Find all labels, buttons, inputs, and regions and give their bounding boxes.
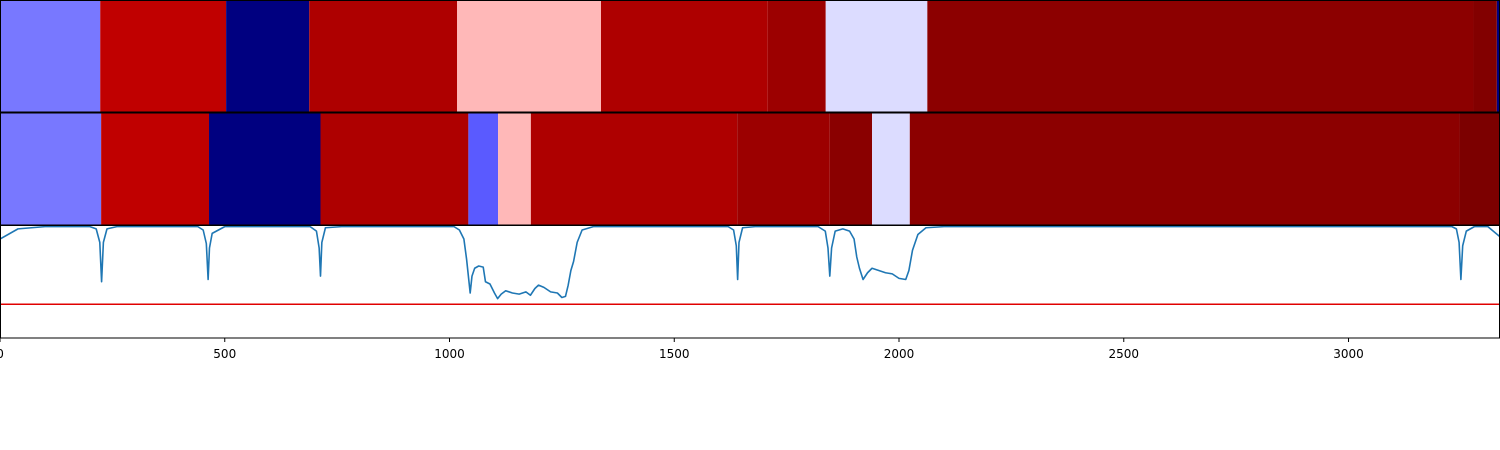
segment-2-8 — [829, 113, 873, 225]
segment-2-6 — [530, 113, 738, 225]
segment-1-1 — [100, 0, 227, 112]
x-tick-label-0: 0 — [0, 347, 4, 361]
segment-2-2 — [209, 113, 321, 225]
x-tick-label-6: 3000 — [1333, 347, 1364, 361]
segment-1-4 — [457, 0, 601, 112]
segment-2-11 — [1459, 113, 1500, 225]
segment-2-0 — [0, 113, 102, 225]
segment-1-8 — [927, 0, 1474, 112]
segment-2-3 — [320, 113, 469, 225]
x-axis: 0 500 1000 1500 2000 2500 3000 — [0, 338, 1364, 361]
segment-2-7 — [737, 113, 830, 225]
x-tick-label-5: 2500 — [1108, 347, 1139, 361]
segment-2-5 — [498, 113, 531, 225]
segment-1-6 — [767, 0, 826, 112]
segment-2-4 — [468, 113, 499, 225]
probability-line — [0, 225, 1500, 300]
segment-2-1 — [101, 113, 210, 225]
segmentation-track-2 — [0, 112, 1500, 226]
segment-1-5 — [600, 0, 768, 112]
segment-1-7 — [825, 0, 928, 112]
segment-1-0 — [0, 0, 101, 112]
x-tick-label-4: 2000 — [884, 347, 915, 361]
x-tick-label-3: 1500 — [659, 347, 690, 361]
segment-1-2 — [226, 0, 310, 112]
x-tick-label-2: 1000 — [434, 347, 465, 361]
segment-1-9 — [1473, 0, 1497, 112]
segment-1-10 — [1496, 0, 1500, 112]
segment-1-3 — [309, 0, 458, 112]
segment-2-10 — [909, 113, 1460, 225]
segmentation-track-1 — [0, 0, 1500, 113]
x-tick-label-1: 500 — [213, 347, 236, 361]
segment-2-9 — [872, 113, 910, 225]
